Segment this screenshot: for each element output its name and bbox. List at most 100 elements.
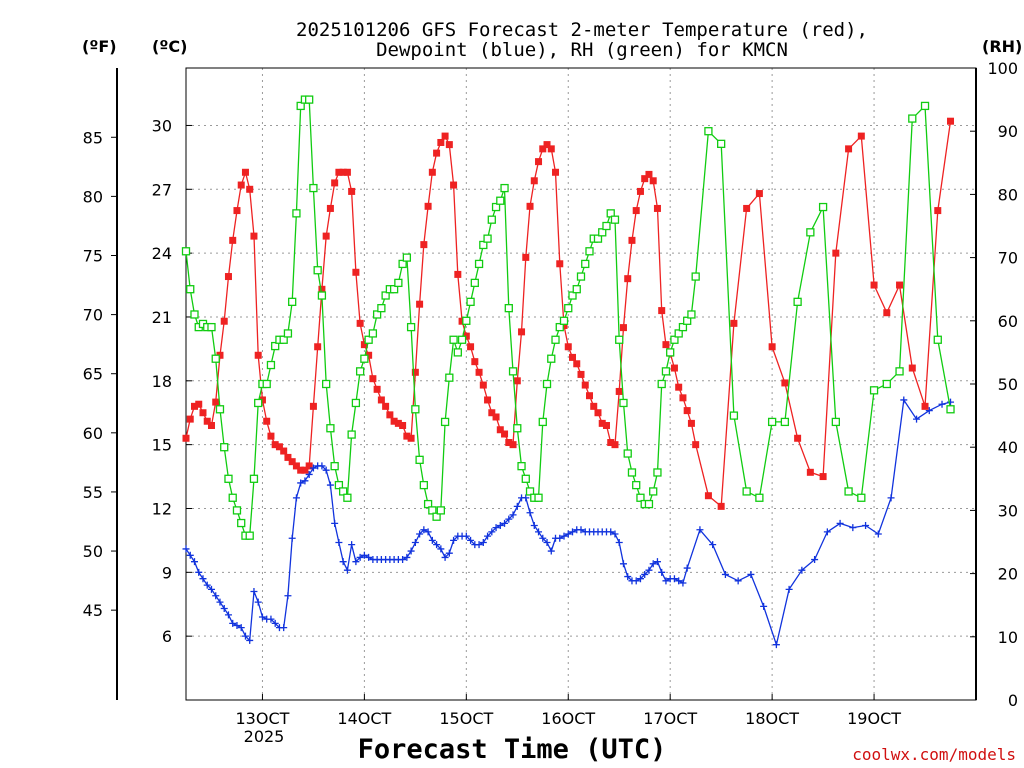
dewpoint-point [356, 553, 364, 561]
rh-point [895, 367, 904, 376]
dewpoint-point [645, 566, 653, 574]
temperature-point [356, 319, 364, 327]
rh-point [521, 474, 530, 483]
credit-text[interactable]: coolwx.com/models [852, 745, 1016, 764]
rh-point [445, 373, 454, 382]
temperature-point [394, 419, 402, 427]
temperature-point [475, 368, 483, 376]
rh-point [186, 285, 195, 294]
dewpoint-point [241, 632, 249, 640]
temperature-point [309, 402, 317, 410]
year-label: 2025 [244, 727, 285, 746]
dewpoint-point [683, 564, 691, 572]
rh-point [220, 443, 229, 452]
rh-point [343, 493, 352, 502]
dewpoint-point [556, 534, 564, 542]
temperature-point [602, 421, 610, 429]
temperature-point [564, 343, 572, 351]
rh-point [360, 354, 369, 363]
rh-point [653, 468, 662, 477]
dewpoint-point [467, 536, 475, 544]
rh-point [406, 322, 416, 332]
celsius-tick-label: 15 [152, 436, 172, 455]
rh-point [844, 487, 853, 496]
dewpoint-point [190, 558, 198, 566]
rh-point [453, 348, 462, 357]
rh-point [933, 335, 942, 344]
rh-point [330, 462, 339, 471]
temperature-point [237, 181, 245, 189]
temperature-point [496, 426, 504, 434]
rh-tick-label: 40 [998, 438, 1018, 457]
temperature-point [687, 419, 695, 427]
rh-point [309, 183, 318, 193]
temperature-point [615, 387, 623, 395]
rh-point [547, 354, 556, 363]
rh-point [292, 209, 301, 218]
temperature-point [577, 370, 585, 378]
rh-point [249, 474, 259, 483]
temperature-point [220, 317, 228, 325]
rh-point [806, 228, 815, 237]
temperature-point [896, 281, 904, 289]
temperature-point [352, 268, 360, 276]
dewpoint-point [441, 553, 449, 561]
temperature-point [369, 375, 377, 383]
rh-point [615, 335, 624, 344]
dewpoint-point [624, 573, 632, 581]
rh-point [351, 398, 361, 408]
temperature-point [207, 421, 215, 429]
temperature-point [339, 168, 347, 176]
temperature-point [343, 168, 351, 176]
dewpoint-point [938, 400, 946, 408]
rh-point [279, 335, 288, 344]
dewpoint-point [641, 570, 649, 578]
temperature-point [348, 187, 356, 195]
temperature-point [458, 317, 466, 325]
rh-point [411, 405, 420, 414]
dewpoint-point [212, 592, 220, 600]
temperature-point [492, 413, 500, 421]
temperature-point [581, 381, 589, 389]
rh-point [436, 506, 445, 515]
dewpoint-point [237, 624, 245, 632]
dewpoint-point [484, 532, 492, 540]
dewpoint-point [203, 581, 211, 589]
temperature-point [598, 419, 606, 427]
rh-point [449, 335, 458, 344]
dewpoint-point [569, 528, 577, 536]
temperature-point [318, 285, 326, 293]
temperature-point [552, 168, 560, 176]
temperature-point [675, 383, 683, 391]
temperature-point [488, 409, 496, 417]
dewpoint-point [836, 519, 844, 527]
dewpoint-point [772, 641, 780, 649]
dewpoint-point [267, 615, 275, 623]
dewpoint-point [437, 545, 445, 553]
temperature-point [845, 145, 853, 153]
rh-point [466, 297, 475, 306]
temperature-point [322, 232, 330, 240]
rh-point [657, 379, 666, 389]
rh-point [678, 322, 688, 332]
temperature-point [424, 202, 432, 210]
dewpoint-point [216, 598, 224, 606]
dewpoint-point [420, 526, 428, 534]
dewpoint-point [501, 519, 509, 527]
dewpoint-line [185, 398, 951, 648]
rh-point [717, 139, 726, 148]
dewpoint-point [182, 545, 190, 553]
temperature-point [305, 462, 313, 470]
rh-point [670, 335, 679, 344]
dewpoint-point [322, 466, 330, 474]
dewpoint-point [229, 619, 237, 627]
rh-point [296, 101, 305, 111]
temperature-point [768, 343, 776, 351]
temperature-point [241, 168, 249, 176]
dewpoint-point [352, 558, 360, 566]
celsius-tick-label: 27 [152, 180, 172, 199]
dewpoint-point [505, 515, 513, 523]
rh-point [394, 278, 403, 288]
dewpoint-point [670, 575, 678, 583]
temperature-point [284, 453, 292, 461]
